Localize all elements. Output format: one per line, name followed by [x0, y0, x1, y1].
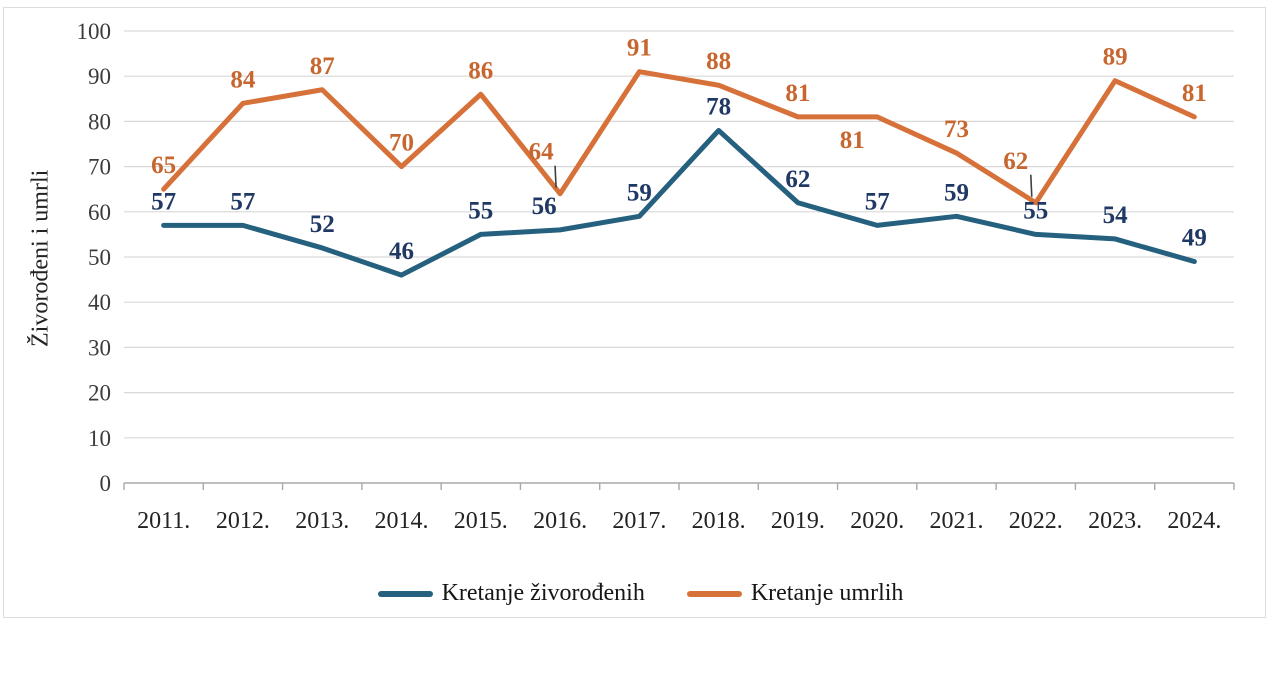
series-line-0 — [161, 127, 1197, 278]
label-leader-line — [554, 165, 557, 188]
data-label: 65 — [151, 152, 176, 179]
data-labels-group: 57 57 52 46 55 56 59 78 62 57 59 55 54 49 65 84 87 70 86 64… — [151, 35, 1207, 265]
y-tick-label: 100 — [77, 19, 112, 44]
y-tick-label: 70 — [88, 155, 111, 180]
x-tick-labels-group: 2011. 2012. 2013. 2014. 2015. 2016. 2017. 2018.… — [137, 508, 1221, 534]
x-tick-label: 2017. — [612, 508, 666, 534]
series-lines-group — [161, 69, 1197, 278]
label-leader-line — [1029, 174, 1033, 197]
x-tick-label: 2015. — [454, 508, 508, 534]
x-tick-label: 2018. — [692, 508, 746, 534]
y-tick-label: 0 — [100, 471, 112, 496]
x-tick-label: 2023. — [1088, 508, 1142, 534]
data-label: 55 — [468, 197, 493, 224]
data-label: 59 — [627, 179, 652, 206]
data-label: 46 — [389, 238, 414, 265]
data-label: 54 — [1103, 202, 1129, 229]
data-label: 64 — [529, 139, 555, 166]
data-label: 86 — [468, 57, 493, 84]
data-label: 49 — [1182, 225, 1207, 252]
data-label: 70 — [389, 130, 414, 157]
data-label: 81 — [1182, 80, 1207, 107]
y-tick-label: 90 — [88, 64, 111, 89]
data-label: 55 — [1023, 197, 1048, 224]
x-tick-label: 2022. — [1009, 508, 1063, 534]
data-label: 81 — [785, 80, 810, 107]
x-tick-label: 2013. — [295, 508, 349, 534]
x-axis-group — [123, 482, 1235, 490]
y-tick-label: 50 — [88, 245, 111, 270]
y-tick-label: 60 — [88, 200, 111, 225]
y-tick-label: 80 — [88, 109, 111, 134]
data-label: 57 — [151, 188, 176, 215]
y-axis-title: Živorođeni i umrli — [27, 169, 54, 347]
y-tick-label: 10 — [88, 426, 111, 451]
data-label: 91 — [627, 35, 652, 62]
data-label: 62 — [1003, 148, 1028, 175]
data-label: 84 — [230, 66, 256, 93]
leader-lines-group — [554, 165, 1033, 197]
data-label: 81 — [840, 127, 865, 154]
data-label: 52 — [310, 211, 335, 238]
data-label: 62 — [785, 166, 810, 193]
x-tick-label: 2021. — [930, 508, 984, 534]
chart-legend: Kretanje živorođenih Kretanje umrlih — [0, 580, 1281, 607]
legend-item-zivorodjeni: Kretanje živorođenih — [377, 580, 645, 607]
data-label: 73 — [944, 116, 969, 143]
legend-line-swatch-icon — [686, 590, 742, 597]
legend-item-umrli: Kretanje umrlih — [686, 580, 904, 607]
x-tick-label: 2014. — [375, 508, 429, 534]
y-tick-label: 30 — [88, 335, 111, 360]
x-tick-label: 2024. — [1167, 508, 1221, 534]
x-tick-label: 2011. — [137, 508, 190, 534]
data-label: 89 — [1103, 44, 1128, 71]
legend-line-swatch-icon — [377, 590, 433, 597]
x-tick-label: 2019. — [771, 508, 825, 534]
data-label: 87 — [310, 53, 335, 80]
y-tick-label: 20 — [88, 381, 111, 406]
data-label: 57 — [865, 188, 890, 215]
chart-frame — [3, 7, 1266, 618]
data-label: 56 — [532, 193, 557, 220]
data-label: 88 — [706, 48, 731, 75]
legend-label: Kretanje živorođenih — [441, 580, 645, 606]
series-line-1 — [161, 69, 1197, 206]
y-tick-labels-group: 0 10 20 30 40 50 60 70 80 90 100 — [77, 19, 112, 496]
x-tick-label: 2016. — [533, 508, 587, 534]
data-label: 57 — [230, 188, 255, 215]
x-tick-label: 2020. — [850, 508, 904, 534]
legend-label: Kretanje umrlih — [750, 580, 904, 606]
data-label: 59 — [944, 179, 969, 206]
x-tick-label: 2012. — [216, 508, 270, 534]
data-label: 78 — [706, 93, 731, 120]
y-tick-label: 40 — [88, 290, 111, 315]
